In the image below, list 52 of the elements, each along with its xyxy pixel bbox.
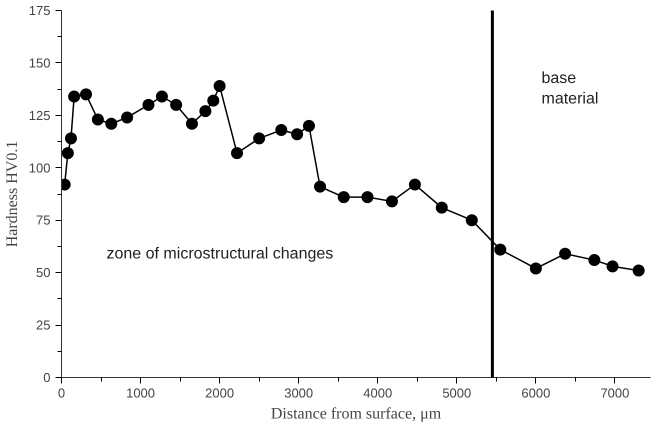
point bbox=[80, 88, 92, 100]
point bbox=[64, 132, 77, 144]
point bbox=[302, 120, 315, 132]
point bbox=[231, 147, 244, 160]
annotation: base material bbox=[542, 70, 598, 108]
point bbox=[156, 90, 168, 102]
y-tick-label: 125 bbox=[28, 108, 51, 123]
y-axis-title: Hardness HV0.1 bbox=[4, 140, 21, 248]
point bbox=[632, 264, 645, 277]
point bbox=[559, 248, 572, 260]
point bbox=[121, 111, 134, 124]
x-tick-label: 0 bbox=[58, 386, 66, 400]
point bbox=[207, 94, 220, 107]
point bbox=[436, 202, 448, 214]
x-tick-label: 5000 bbox=[442, 386, 472, 400]
point bbox=[275, 124, 288, 136]
point bbox=[361, 191, 374, 204]
point bbox=[253, 132, 266, 144]
point bbox=[105, 118, 118, 130]
y-tick-label: 175 bbox=[28, 3, 51, 18]
point bbox=[62, 147, 74, 160]
x-tick-label: 7000 bbox=[600, 386, 630, 400]
point bbox=[68, 90, 80, 102]
x-tick-label: 3000 bbox=[284, 386, 314, 400]
y-tick-label: 75 bbox=[36, 212, 51, 228]
point bbox=[466, 214, 478, 226]
point bbox=[214, 80, 226, 92]
point bbox=[588, 254, 600, 266]
y-tick-label: 0 bbox=[43, 370, 51, 385]
x-tick-label: 2000 bbox=[205, 386, 234, 400]
point bbox=[338, 191, 350, 204]
x-tick-label: 4000 bbox=[363, 386, 392, 400]
point bbox=[408, 178, 421, 191]
point bbox=[186, 118, 198, 130]
point bbox=[199, 105, 212, 118]
x-axis-title: Distance from surface, μm bbox=[270, 406, 442, 422]
point bbox=[386, 195, 398, 208]
point bbox=[92, 114, 104, 126]
point bbox=[291, 128, 304, 140]
point bbox=[170, 98, 182, 111]
y-tick-label: 50 bbox=[36, 265, 51, 280]
y-tick-label: 100 bbox=[28, 160, 51, 176]
x-tick-label: 6000 bbox=[521, 386, 550, 400]
point bbox=[494, 244, 506, 256]
x-tick-label: 1000 bbox=[126, 386, 156, 400]
point bbox=[142, 98, 154, 111]
annotation: zone of microstructural changes bbox=[106, 246, 334, 262]
y-tick-label: 25 bbox=[36, 318, 51, 333]
y-tick-label: 150 bbox=[28, 55, 51, 70]
point bbox=[606, 260, 619, 272]
point bbox=[530, 262, 542, 274]
point bbox=[314, 180, 326, 193]
